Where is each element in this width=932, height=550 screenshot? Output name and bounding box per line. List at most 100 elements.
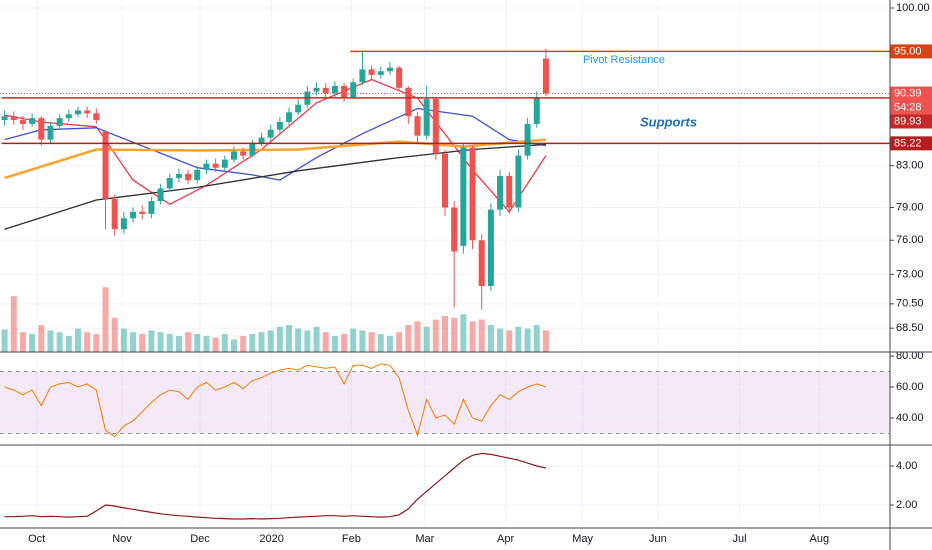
candle-body <box>359 69 366 83</box>
candle-body <box>396 67 403 88</box>
volume-bar <box>221 334 228 352</box>
volume-bar <box>432 319 439 352</box>
volume-bar <box>377 334 384 352</box>
volume-bar <box>203 335 210 352</box>
volume-bar <box>74 328 81 352</box>
candle-body <box>432 99 439 154</box>
candle-body <box>460 147 467 246</box>
candle-body <box>74 110 81 115</box>
volume-bar <box>442 316 448 352</box>
y-tick-label: 4.00 <box>896 460 917 472</box>
volume-bar <box>102 287 109 352</box>
x-tick-label: Jun <box>649 533 667 545</box>
volume-bar <box>1 329 8 352</box>
volume-bar <box>423 326 430 352</box>
y-tick-label: 68.50 <box>896 322 924 334</box>
volume-bar <box>212 337 219 352</box>
volume-bar <box>322 332 329 352</box>
y-tick-label: 2.00 <box>896 499 917 511</box>
candle-body <box>414 116 421 136</box>
annotation: Supports <box>640 114 697 129</box>
candle-body <box>157 188 164 202</box>
volume-bar <box>93 334 100 352</box>
volume-bar <box>414 321 421 352</box>
candle-body <box>331 85 338 94</box>
y-tick-label: 83.00 <box>896 160 924 172</box>
y-tick-label: 76.00 <box>896 234 924 246</box>
volume-bar <box>469 321 476 352</box>
candle-body <box>56 118 63 126</box>
level-tag: 89.93 <box>894 115 922 127</box>
candle-body <box>478 240 485 287</box>
level-tag-box <box>890 114 932 129</box>
level-tag: 95.00 <box>894 45 922 57</box>
candle-body <box>258 137 265 144</box>
volume-bar <box>515 326 522 352</box>
volume-bar <box>148 330 155 352</box>
volume-bar <box>19 332 26 352</box>
volume-bar <box>295 328 302 352</box>
volume-bar <box>175 335 182 352</box>
volume-bar <box>350 328 357 352</box>
x-tick-label: Jul <box>732 533 746 545</box>
volume-bar <box>111 317 118 352</box>
candle-body <box>65 114 72 119</box>
price-tag-box <box>890 86 932 101</box>
candle-body <box>469 147 476 241</box>
candle-body <box>524 123 531 156</box>
candle-body <box>10 116 17 121</box>
indicator-line <box>4 452 547 520</box>
x-tick-label: Nov <box>112 533 132 545</box>
y-tick-label: 80.00 <box>896 350 924 362</box>
candle-body <box>29 118 36 124</box>
candle-body <box>506 175 513 208</box>
x-tick-label: Aug <box>810 533 830 545</box>
candle-body <box>203 163 210 170</box>
volume-bar <box>185 332 192 352</box>
volume-bar <box>451 317 458 352</box>
candle-body <box>542 58 549 94</box>
candle-body <box>102 131 109 199</box>
candle-body <box>368 69 375 75</box>
candle-body <box>120 218 127 230</box>
candle-body <box>38 118 45 140</box>
volume-bar <box>194 334 201 352</box>
candle-body <box>515 155 522 208</box>
volume-bar <box>230 339 237 352</box>
volume-bar <box>38 325 45 352</box>
volume-bar <box>65 335 72 352</box>
volume-bar <box>368 332 375 352</box>
volume-bar <box>460 314 467 352</box>
volume-bar <box>341 334 348 352</box>
x-tick-label: Oct <box>28 533 45 545</box>
volume-bar <box>157 332 164 352</box>
candle-body <box>386 67 393 72</box>
y-tick-label: 79.00 <box>896 201 924 213</box>
volume-bar <box>120 328 127 352</box>
x-tick-label: Apr <box>497 533 514 545</box>
volume-bar <box>478 319 485 352</box>
x-tick-label: Mar <box>415 533 434 545</box>
candle-body <box>405 87 412 117</box>
volume-bar <box>386 335 393 352</box>
volume-bar <box>84 332 91 352</box>
rsi-line <box>4 363 547 438</box>
volume-bar <box>249 334 256 352</box>
volume-bar <box>286 325 293 352</box>
candle-body <box>487 209 494 287</box>
candle-body <box>166 178 173 189</box>
volume-bar <box>166 334 173 352</box>
level-tag-box <box>890 136 932 151</box>
level-tag-box <box>890 44 932 59</box>
candle-body <box>139 211 146 214</box>
y-tick-label: 40.00 <box>896 412 924 424</box>
volume-bar <box>506 330 513 352</box>
volume-bar <box>276 326 283 352</box>
candle-body <box>497 175 504 210</box>
y-tick-label: 73.00 <box>896 268 924 280</box>
volume-bar <box>524 328 531 352</box>
y-tick-label: 100.00 <box>896 2 930 14</box>
candle-body <box>84 110 91 114</box>
